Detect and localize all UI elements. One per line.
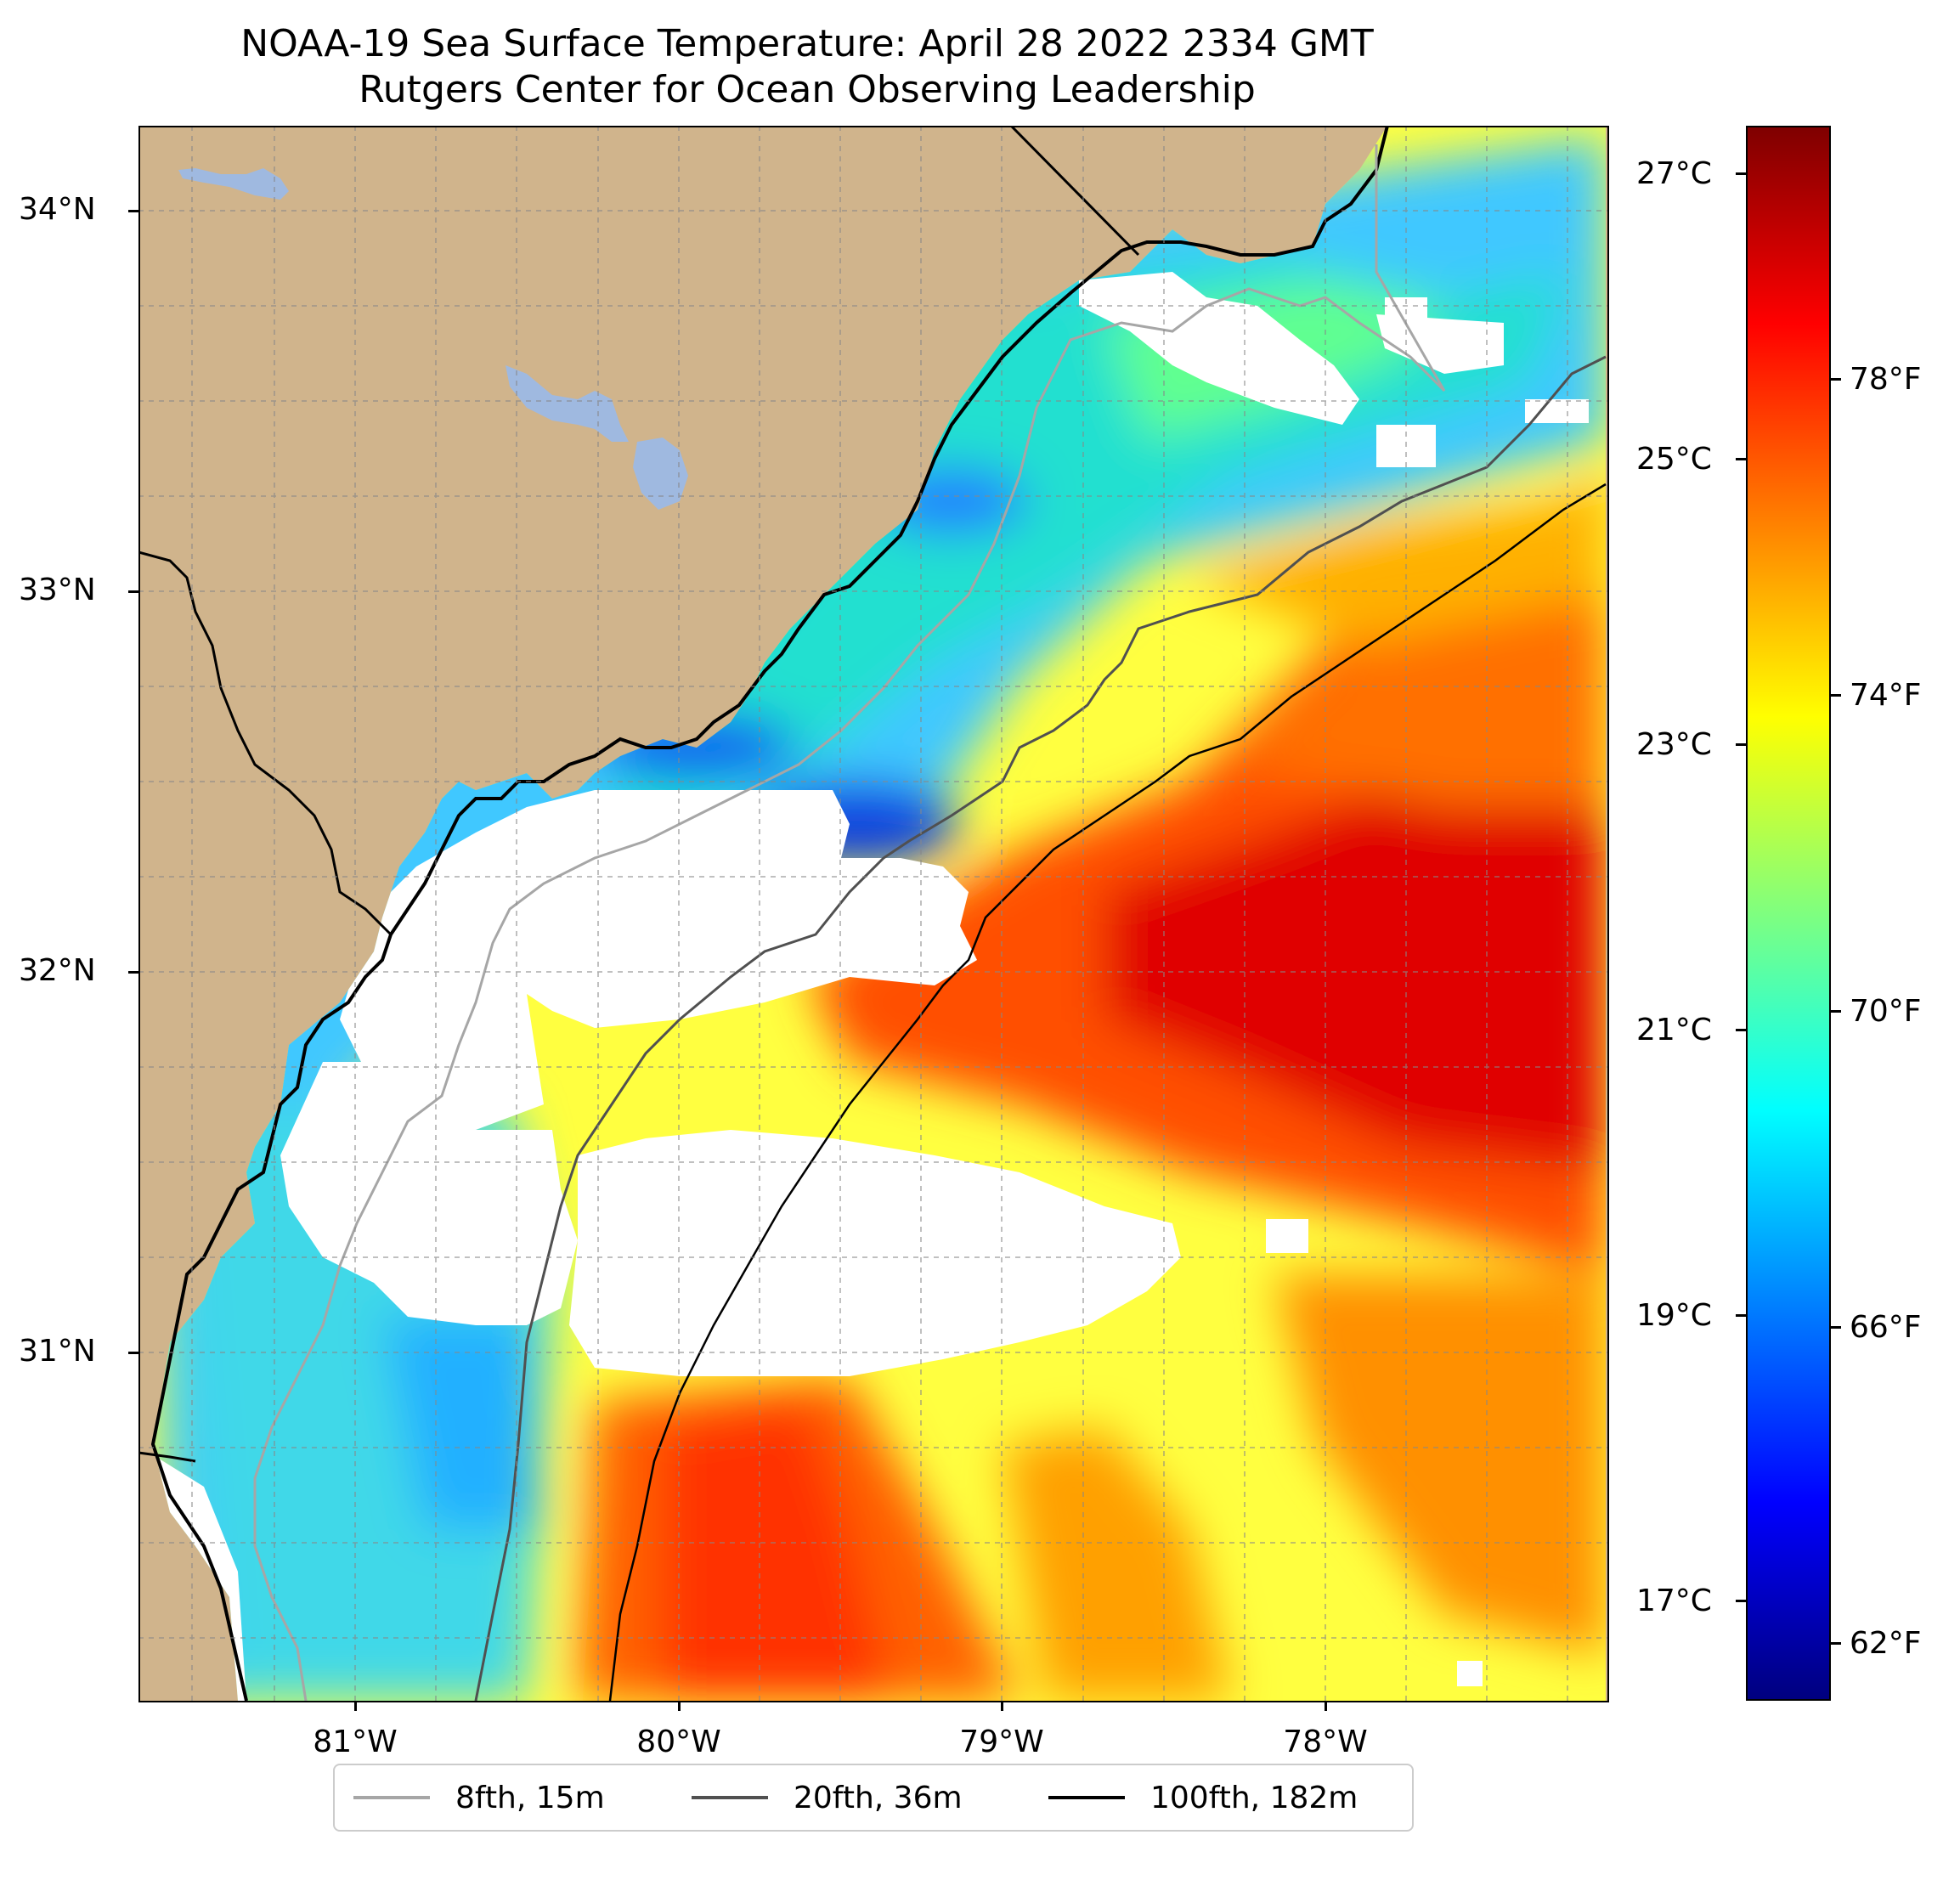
lat-tick: [128, 210, 138, 212]
isobath-20fth: [474, 355, 1607, 1701]
chart-subtitle: Rutgers Center for Ocean Observing Leade…: [359, 68, 1256, 111]
lat-tick: [128, 590, 138, 593]
lon-label-80w: 80°W: [636, 1725, 721, 1759]
legend-item-20fth: 20fth, 36m: [692, 1765, 963, 1830]
legend-swatch-8fth: [353, 1796, 430, 1799]
legend-label-100fth: 100fth, 182m: [1150, 1780, 1358, 1815]
colorbar-label-74f: 74°F: [1850, 678, 1922, 713]
colorbar-label-70f: 70°F: [1850, 994, 1922, 1029]
lon-tick: [678, 1701, 681, 1711]
lat-label-34n: 34°N: [19, 192, 96, 227]
lat-label-33n: 33°N: [19, 573, 96, 607]
isobath-8fth: [253, 144, 1446, 1701]
colorbar-label-23c: 23°C: [1636, 727, 1712, 762]
lat-tick: [128, 1352, 138, 1354]
colorbar-label-19c: 19°C: [1636, 1298, 1712, 1333]
colorbar-tick-f: [1831, 1642, 1841, 1645]
sst-map: [138, 126, 1607, 1701]
colorbar-tick-c: [1736, 743, 1746, 746]
lon-label-78w: 78°W: [1283, 1725, 1368, 1759]
colorbar-label-17c: 17°C: [1636, 1584, 1712, 1618]
colorbar-tick-c: [1736, 1600, 1746, 1602]
lon-tick: [1001, 1701, 1003, 1711]
colorbar-label-66f: 66°F: [1850, 1310, 1922, 1345]
colorbar-tick-c: [1736, 1029, 1746, 1031]
gridlines: [138, 126, 1607, 1701]
colorbar-tick-c: [1736, 458, 1746, 460]
state-border: [138, 550, 393, 936]
colorbar-label-62f: 62°F: [1850, 1626, 1922, 1661]
lon-tick: [354, 1701, 357, 1711]
colorbar-tick-f: [1831, 1010, 1841, 1013]
state-border-south: [138, 1451, 196, 1463]
legend-item-8fth: 8fth, 15m: [353, 1765, 605, 1830]
colorbar-tick-f: [1831, 694, 1841, 697]
legend: 8fth, 15m 20fth, 36m 100fth, 182m: [333, 1764, 1414, 1832]
legend-swatch-20fth: [692, 1796, 768, 1799]
lakes: [178, 168, 688, 510]
colorbar-label-27c: 27°C: [1636, 156, 1712, 191]
colorbar: [1746, 126, 1831, 1701]
legend-label-20fth: 20fth, 36m: [794, 1780, 963, 1815]
legend-item-100fth: 100fth, 182m: [1048, 1765, 1358, 1830]
coastline: [150, 126, 1389, 1701]
colorbar-tick-c: [1736, 172, 1746, 175]
colorbar-tick-c: [1736, 1314, 1746, 1317]
colorbar-tick-f: [1831, 378, 1841, 381]
colorbar-label-21c: 21°C: [1636, 1013, 1712, 1047]
chart-title: NOAA-19 Sea Surface Temperature: April 2…: [240, 22, 1374, 65]
map-svg: [138, 126, 1607, 1701]
state-border-north: [1009, 126, 1140, 257]
legend-swatch-100fth: [1048, 1796, 1125, 1799]
lon-tick: [1325, 1701, 1327, 1711]
isobath-100fth: [608, 483, 1607, 1701]
colorbar-label-78f: 78°F: [1850, 362, 1922, 397]
lat-tick: [128, 971, 138, 974]
colorbar-tick-f: [1831, 1326, 1841, 1329]
lon-label-81w: 81°W: [313, 1725, 398, 1759]
legend-label-8fth: 8fth, 15m: [455, 1780, 605, 1815]
lon-label-79w: 79°W: [959, 1725, 1044, 1759]
lat-label-32n: 32°N: [19, 953, 96, 988]
lat-label-31n: 31°N: [19, 1334, 96, 1369]
colorbar-label-25c: 25°C: [1636, 442, 1712, 477]
